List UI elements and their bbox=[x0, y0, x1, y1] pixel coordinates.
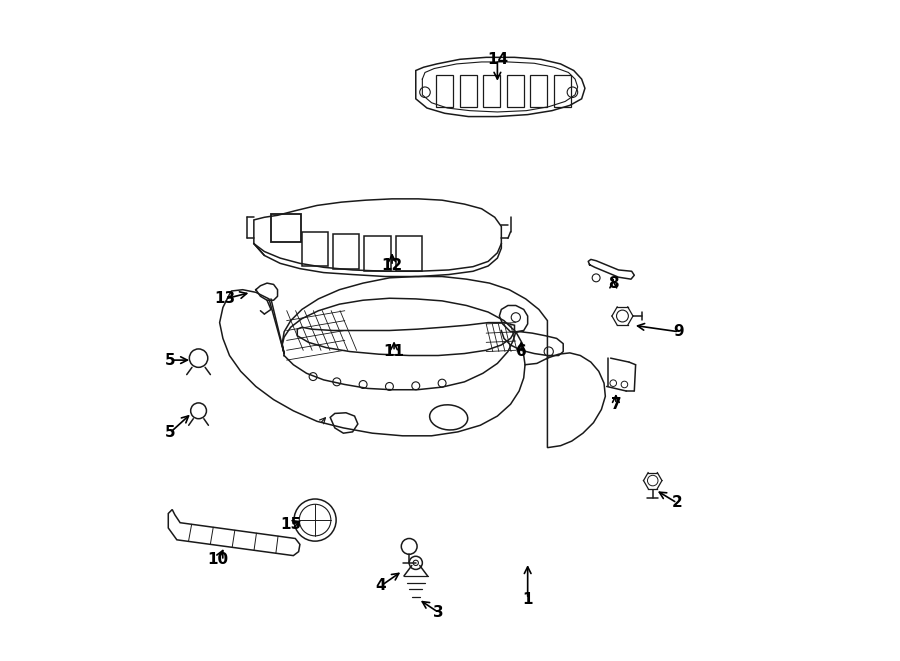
Text: 5: 5 bbox=[165, 352, 176, 368]
Text: 3: 3 bbox=[433, 605, 444, 620]
Text: 7: 7 bbox=[610, 397, 621, 412]
Text: 13: 13 bbox=[214, 292, 236, 307]
Text: 5: 5 bbox=[165, 425, 176, 440]
Text: 2: 2 bbox=[671, 496, 682, 510]
Text: 6: 6 bbox=[516, 344, 526, 359]
Text: 4: 4 bbox=[375, 578, 386, 594]
Text: 14: 14 bbox=[487, 52, 508, 67]
Text: 1: 1 bbox=[522, 592, 533, 607]
Text: 9: 9 bbox=[674, 325, 684, 339]
Text: 10: 10 bbox=[208, 552, 229, 567]
Text: 15: 15 bbox=[280, 517, 302, 532]
Text: 8: 8 bbox=[608, 276, 618, 291]
Text: 12: 12 bbox=[382, 258, 402, 274]
Text: 11: 11 bbox=[383, 344, 405, 359]
